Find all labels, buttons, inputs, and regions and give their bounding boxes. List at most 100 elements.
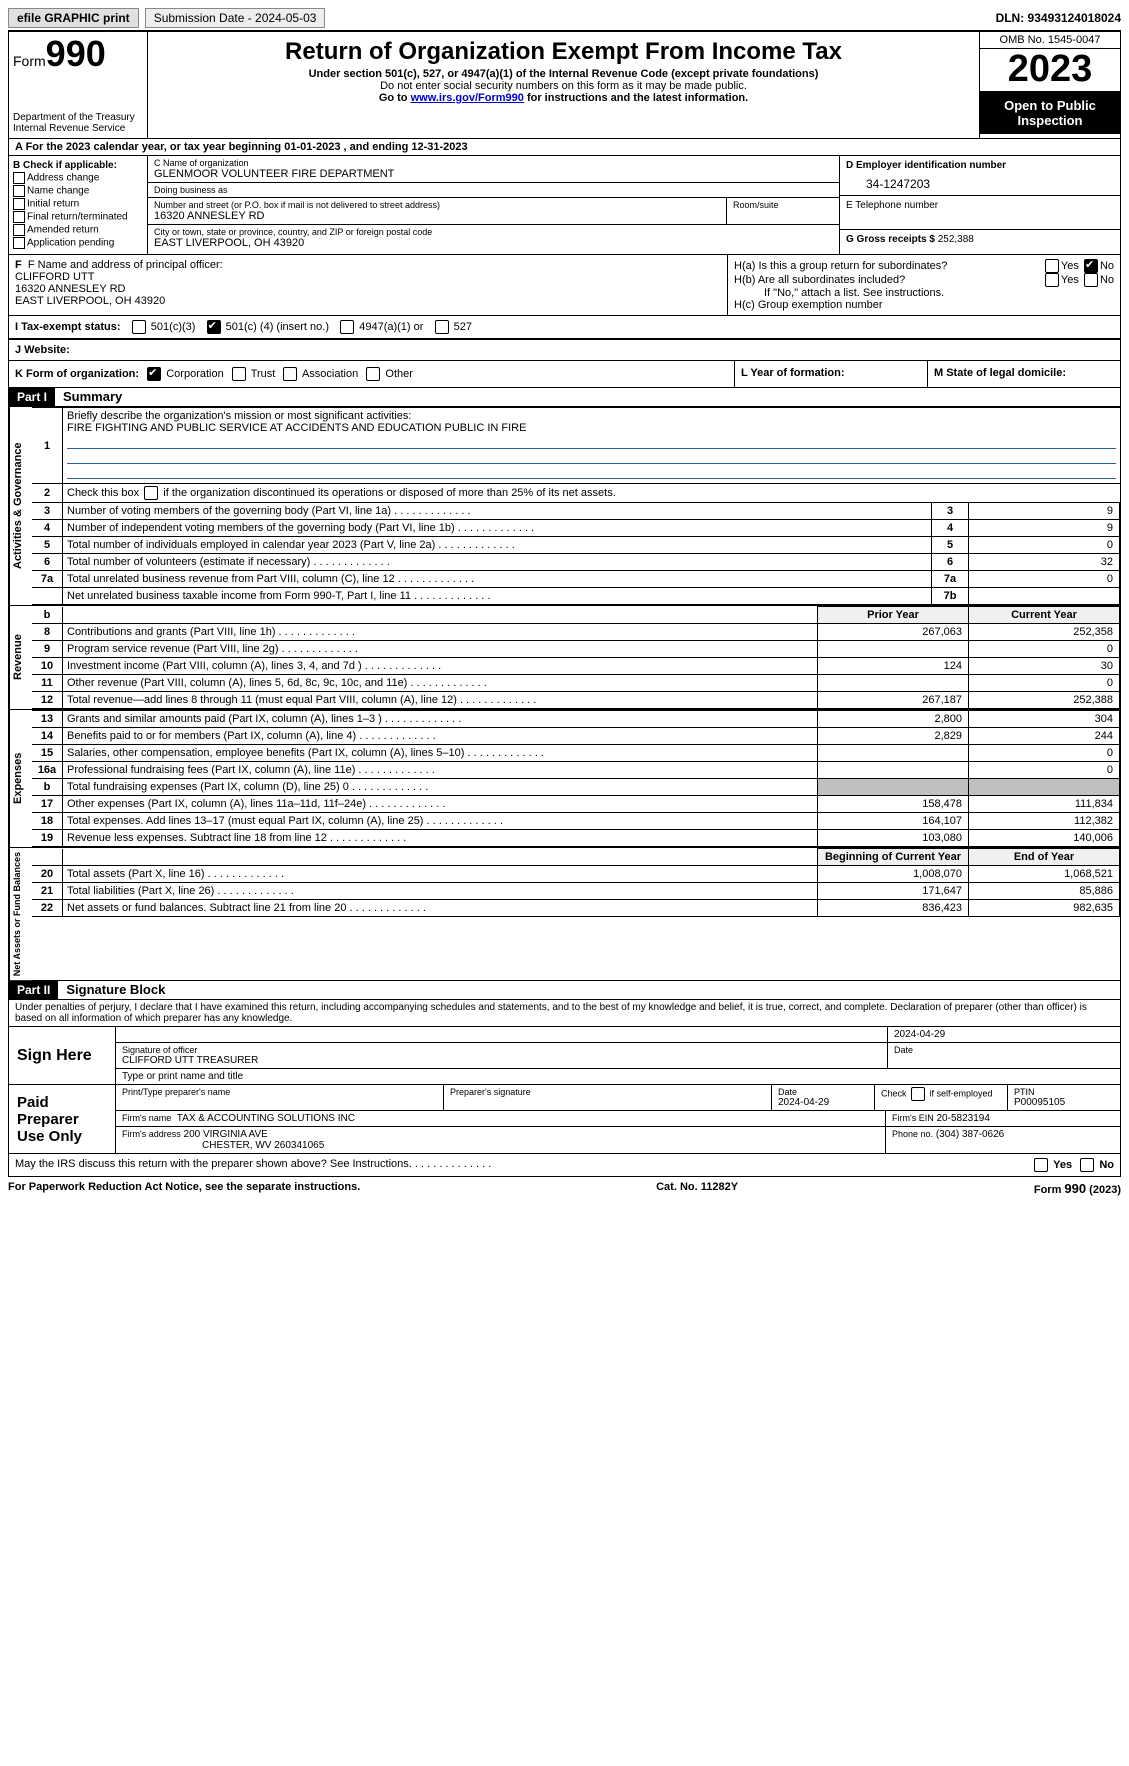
- table-row: 7aTotal unrelated business revenue from …: [32, 571, 1120, 588]
- firm-name-label: Firm's name: [122, 1113, 171, 1123]
- omb-number: OMB No. 1545-0047: [980, 32, 1120, 49]
- table-row: 19Revenue less expenses. Subtract line 1…: [32, 830, 1120, 847]
- footer-form: Form 990 (2023): [1034, 1181, 1121, 1196]
- submission-date: Submission Date - 2024-05-03: [145, 8, 326, 28]
- ein: 34-1247203: [846, 171, 1114, 191]
- h-a-row: H(a) Is this a group return for subordin…: [734, 259, 1114, 273]
- label-gross: G Gross receipts $: [846, 234, 935, 245]
- street: 16320 ANNESLEY RD: [154, 210, 720, 222]
- irs-link[interactable]: www.irs.gov/Form990: [411, 92, 524, 104]
- irs-label: Internal Revenue Service: [13, 123, 143, 134]
- side-governance: Activities & Governance: [9, 407, 32, 605]
- cb-amended-return[interactable]: Amended return: [13, 224, 143, 236]
- l1-mission: FIRE FIGHTING AND PUBLIC SERVICE AT ACCI…: [67, 422, 526, 434]
- table-row: 11Other revenue (Part VIII, column (A), …: [32, 675, 1120, 692]
- label-org-name: C Name of organization: [154, 158, 833, 168]
- hdr-current: Current Year: [969, 607, 1120, 624]
- box-b-title: B Check if applicable:: [13, 160, 143, 171]
- hdr-prior: Prior Year: [818, 607, 969, 624]
- open-inspection: Open to Public Inspection: [980, 92, 1120, 134]
- table-row: 13Grants and similar amounts paid (Part …: [32, 711, 1120, 728]
- subtitle-section: Under section 501(c), 527, or 4947(a)(1)…: [152, 68, 975, 80]
- footer-cat: Cat. No. 11282Y: [656, 1181, 738, 1196]
- table-row: 22Net assets or fund balances. Subtract …: [32, 900, 1120, 917]
- efile-print-button[interactable]: efile GRAPHIC print: [8, 8, 139, 28]
- sig-officer-label: Signature of officer: [122, 1045, 881, 1055]
- table-row: 17Other expenses (Part IX, column (A), l…: [32, 796, 1120, 813]
- cb-self-employed[interactable]: [911, 1087, 925, 1101]
- sig-date: 2024-04-29: [894, 1029, 945, 1040]
- table-row: 4Number of independent voting members of…: [32, 520, 1120, 537]
- prep-date: 2024-04-29: [778, 1097, 868, 1108]
- cb-initial-return[interactable]: Initial return: [13, 198, 143, 210]
- cb-ha-no[interactable]: [1084, 259, 1098, 273]
- cb-other[interactable]: [366, 367, 380, 381]
- label-officer: F F Name and address of principal office…: [15, 259, 721, 271]
- cb-discuss-no[interactable]: [1080, 1158, 1094, 1172]
- firm-ein: 20-5823194: [937, 1113, 990, 1124]
- l1-label: Briefly describe the organization's miss…: [67, 410, 411, 422]
- table-row: 12Total revenue—add lines 8 through 11 (…: [32, 692, 1120, 709]
- city: EAST LIVERPOOL, OH 43920: [154, 237, 833, 249]
- label-room: Room/suite: [733, 200, 833, 210]
- h-b-note: If "No," attach a list. See instructions…: [734, 287, 1114, 299]
- tax-year: 2023: [980, 49, 1120, 92]
- klm-row: K Form of organization: Corporation Trus…: [8, 361, 1121, 388]
- l2-text: Check this box if the organization disco…: [63, 484, 1120, 503]
- table-row: Net unrelated business taxable income fr…: [32, 588, 1120, 605]
- penalty-text: Under penalties of perjury, I declare th…: [8, 1000, 1121, 1027]
- label-ein: D Employer identification number: [846, 160, 1114, 171]
- dept-treasury: Department of the Treasury: [13, 112, 143, 123]
- cb-hb-yes[interactable]: [1045, 273, 1059, 287]
- box-b-checklist: Address change Name change Initial retur…: [13, 172, 143, 249]
- part1-revenue: Revenue b Prior Year Current Year 8Contr…: [8, 606, 1121, 710]
- cb-application-pending[interactable]: Application pending: [13, 237, 143, 249]
- ptin: P00095105: [1014, 1097, 1114, 1108]
- subtitle-goto: Go to www.irs.gov/Form990 for instructio…: [152, 92, 975, 104]
- prep-sig-label: Preparer's signature: [450, 1087, 765, 1097]
- table-row: 20Total assets (Part X, line 16)1,008,07…: [32, 866, 1120, 883]
- cb-ha-yes[interactable]: [1045, 259, 1059, 273]
- form-number: Form990: [13, 36, 143, 72]
- gross-receipts: 252,388: [938, 234, 974, 245]
- cb-hb-no[interactable]: [1084, 273, 1098, 287]
- prep-date-label: Date: [778, 1087, 868, 1097]
- part2-header: Part IISignature Block: [8, 981, 1121, 1000]
- discuss-row: May the IRS discuss this return with the…: [8, 1154, 1121, 1177]
- sig-officer-name: CLIFFORD UTT TREASURER: [122, 1055, 881, 1066]
- firm-addr1: 200 VIRGINIA AVE: [184, 1129, 268, 1140]
- cb-trust[interactable]: [232, 367, 246, 381]
- cb-501c3[interactable]: [132, 320, 146, 334]
- cb-501c[interactable]: [207, 320, 221, 334]
- cb-discuss-yes[interactable]: [1034, 1158, 1048, 1172]
- cb-assoc[interactable]: [283, 367, 297, 381]
- form-header: Form990 Department of the Treasury Inter…: [8, 32, 1121, 139]
- officer-group-block: F F Name and address of principal office…: [8, 255, 1121, 316]
- label-year-formation: L Year of formation:: [741, 367, 845, 379]
- part1-expenses: Expenses 13Grants and similar amounts pa…: [8, 710, 1121, 848]
- table-row: 18Total expenses. Add lines 13–17 (must …: [32, 813, 1120, 830]
- paid-preparer-label: Paid Preparer Use Only: [9, 1085, 116, 1153]
- cb-corp[interactable]: [147, 367, 161, 381]
- firm-addr-label: Firm's address: [122, 1129, 181, 1139]
- org-name: GLENMOOR VOLUNTEER FIRE DEPARTMENT: [154, 168, 833, 180]
- h-c-row: H(c) Group exemption number: [734, 299, 1114, 311]
- table-row: 21Total liabilities (Part X, line 26)171…: [32, 883, 1120, 900]
- table-row: 10Investment income (Part VIII, column (…: [32, 658, 1120, 675]
- part1-header: Part ISummary: [8, 388, 1121, 407]
- table-row: 14Benefits paid to or for members (Part …: [32, 728, 1120, 745]
- cb-discontinued[interactable]: [144, 486, 158, 500]
- table-row: 6Total number of volunteers (estimate if…: [32, 554, 1120, 571]
- dln: DLN: 93493124018024: [996, 11, 1121, 25]
- cb-4947[interactable]: [340, 320, 354, 334]
- hdr-end: End of Year: [969, 849, 1120, 866]
- footer-pra: For Paperwork Reduction Act Notice, see …: [8, 1181, 360, 1196]
- officer-street: 16320 ANNESLEY RD: [15, 283, 721, 295]
- part1-netassets: Net Assets or Fund Balances Beginning of…: [8, 848, 1121, 981]
- cb-527[interactable]: [435, 320, 449, 334]
- table-row: 8Contributions and grants (Part VIII, li…: [32, 624, 1120, 641]
- cb-name-change[interactable]: Name change: [13, 185, 143, 197]
- cb-address-change[interactable]: Address change: [13, 172, 143, 184]
- topbar: efile GRAPHIC print Submission Date - 20…: [8, 8, 1121, 32]
- cb-final-return[interactable]: Final return/terminated: [13, 211, 143, 223]
